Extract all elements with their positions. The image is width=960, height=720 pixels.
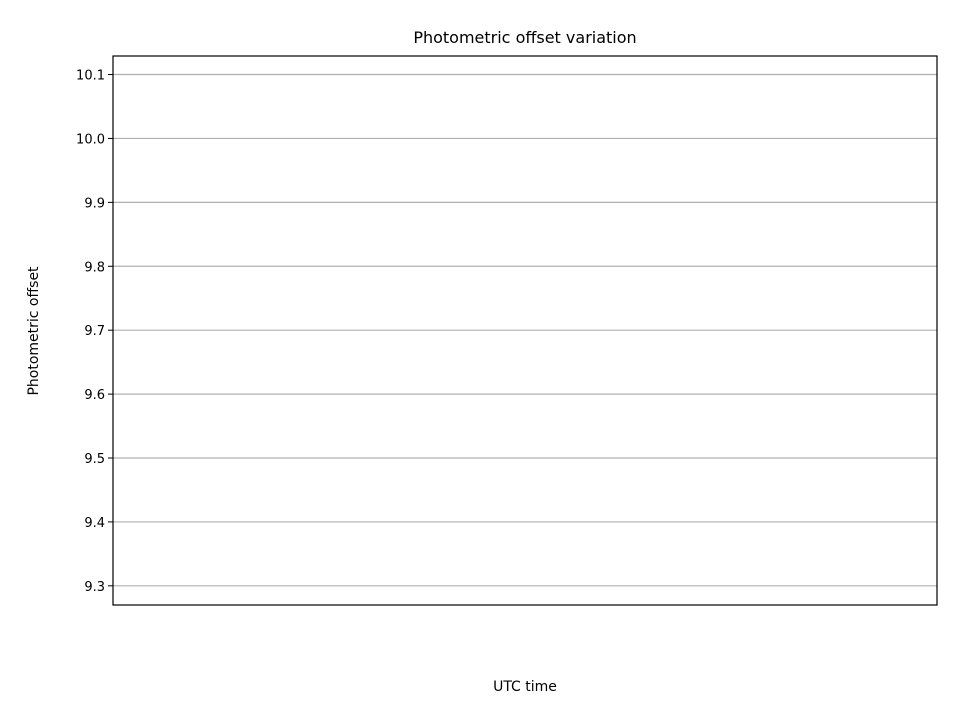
grid <box>113 73 937 587</box>
y-tick-label: 9.4 <box>84 516 105 531</box>
y-tick-label: 9.6 <box>84 388 105 403</box>
y-tick-label: 10.0 <box>76 132 105 147</box>
y-axis-label: Photometric offset <box>26 266 42 396</box>
y-tick-label: 9.3 <box>84 580 105 595</box>
y-tick-label: 10.1 <box>76 69 105 84</box>
y-axis-ticks: 9.3 9.4 9.5 9.6 9.7 9.8 9.9 10.0 10.1 <box>76 69 113 595</box>
x-axis-label: UTC time <box>493 679 557 695</box>
y-tick-label: 9.7 <box>84 324 105 339</box>
y-tick-label: 9.9 <box>84 196 105 211</box>
y-tick-label: 9.8 <box>84 260 105 275</box>
y-tick-label: 9.5 <box>84 452 105 467</box>
chart-title: Photometric offset variation <box>413 28 636 47</box>
